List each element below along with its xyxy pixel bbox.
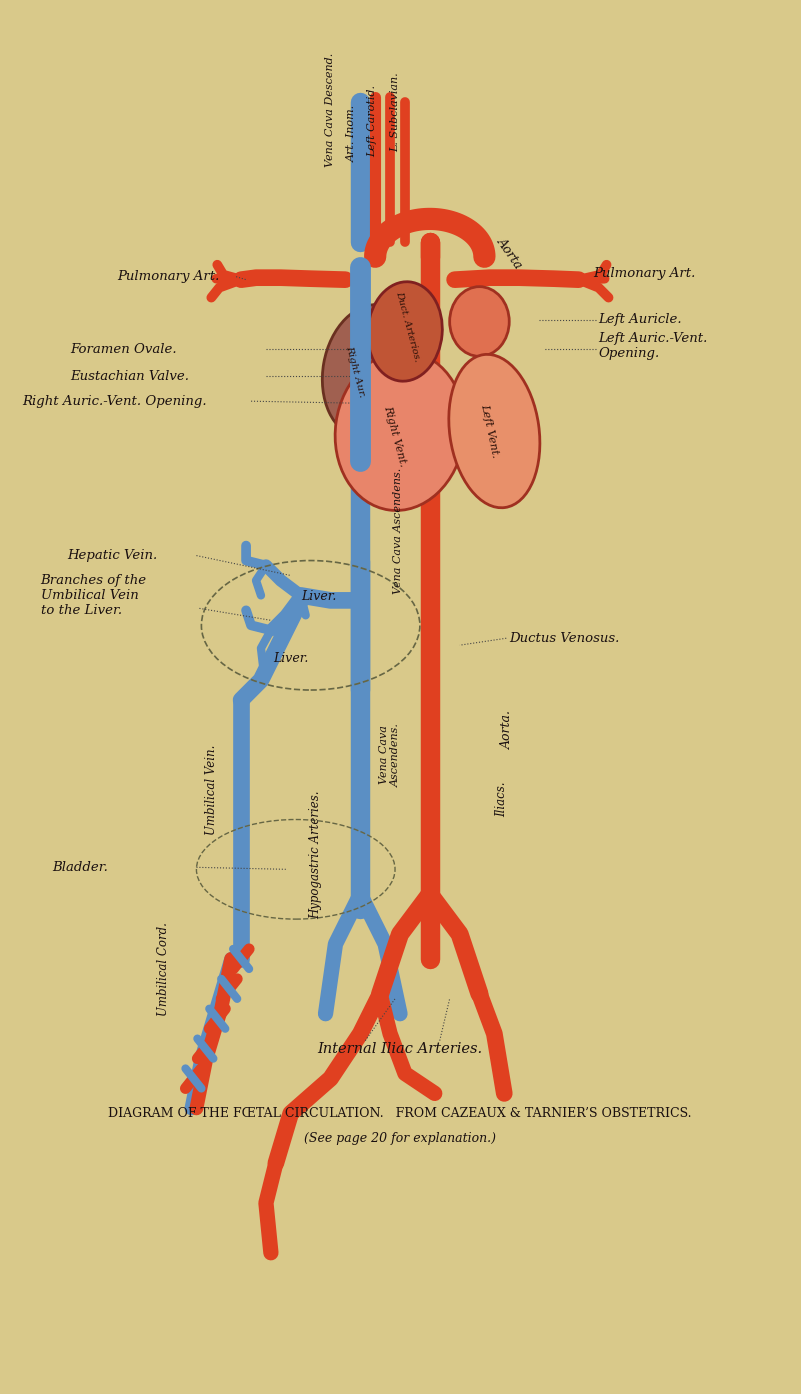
Text: Vena Cava Descend.: Vena Cava Descend. (325, 53, 336, 167)
Text: Iliacs.: Iliacs. (495, 782, 508, 817)
Text: Left Carotid.: Left Carotid. (367, 85, 377, 158)
Text: (See page 20 for explanation.): (See page 20 for explanation.) (304, 1132, 496, 1144)
Text: Pulmonary Art.: Pulmonary Art. (594, 268, 696, 280)
Ellipse shape (449, 354, 540, 507)
Text: Foramen Ovale.: Foramen Ovale. (70, 343, 177, 355)
Text: Liver.: Liver. (301, 590, 336, 602)
Text: Eustachian Valve.: Eustachian Valve. (70, 369, 189, 383)
Text: Hypogastric Arteries.: Hypogastric Arteries. (309, 790, 322, 919)
Text: L. Subclavian.: L. Subclavian. (390, 72, 400, 152)
Ellipse shape (335, 351, 465, 510)
Text: Umbilical Cord.: Umbilical Cord. (157, 921, 170, 1016)
Text: Left Auricle.: Left Auricle. (598, 314, 682, 326)
Text: Vena Cava Ascendens.: Vena Cava Ascendens. (393, 467, 403, 594)
Text: Liver.: Liver. (273, 651, 308, 665)
Text: Vena Cava
Ascendens.: Vena Cava Ascendens. (379, 723, 400, 786)
Ellipse shape (449, 287, 509, 357)
Text: Ductus Venosus.: Ductus Venosus. (509, 631, 620, 645)
Text: Aorta: Aorta (494, 236, 525, 272)
Text: Left Auric.-Vent.
Opening.: Left Auric.-Vent. Opening. (598, 332, 708, 361)
Text: Right Auric.-Vent. Opening.: Right Auric.-Vent. Opening. (22, 395, 207, 407)
Text: Hepatic Vein.: Hepatic Vein. (67, 549, 158, 562)
Text: Duct. Arterios.: Duct. Arterios. (394, 290, 421, 362)
Text: Aorta.: Aorta. (501, 711, 513, 750)
Text: Art. Inom.: Art. Inom. (348, 105, 357, 162)
Text: Internal Iliac Arteries.: Internal Iliac Arteries. (317, 1041, 482, 1055)
Text: Umbilical Vein.: Umbilical Vein. (205, 744, 218, 835)
Ellipse shape (368, 282, 442, 381)
Text: Branches of the
Umbilical Vein
to the Liver.: Branches of the Umbilical Vein to the Li… (41, 574, 147, 618)
Text: Left Vent.: Left Vent. (479, 403, 500, 459)
Text: Pulmonary Art.: Pulmonary Art. (117, 270, 219, 283)
Text: Bladder.: Bladder. (52, 861, 108, 874)
Text: DIAGRAM OF THE FŒTAL CIRCULATION.   FROM CAZEAUX & TARNIER’S OBSTETRICS.: DIAGRAM OF THE FŒTAL CIRCULATION. FROM C… (108, 1107, 692, 1119)
Ellipse shape (322, 304, 418, 438)
Text: Right Vent.: Right Vent. (382, 404, 408, 468)
Text: Right Aur.: Right Aur. (344, 344, 367, 399)
